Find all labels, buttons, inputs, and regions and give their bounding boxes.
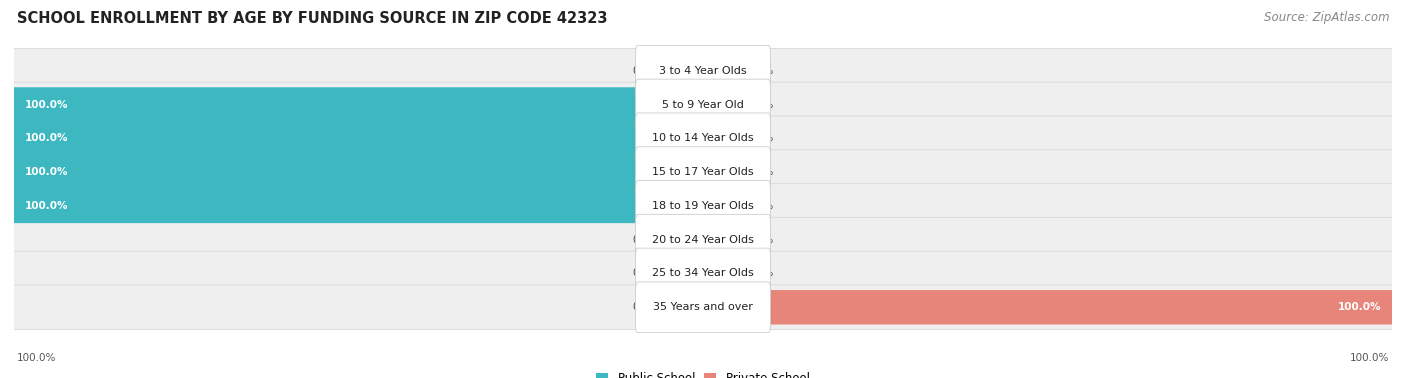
Text: 0.0%: 0.0% [748,201,775,211]
Text: 10 to 14 Year Olds: 10 to 14 Year Olds [652,133,754,143]
Text: 0.0%: 0.0% [748,167,775,177]
FancyBboxPatch shape [13,217,1393,262]
FancyBboxPatch shape [703,226,741,254]
Text: 0.0%: 0.0% [748,66,775,76]
FancyBboxPatch shape [636,113,770,164]
Text: 25 to 34 Year Olds: 25 to 34 Year Olds [652,268,754,279]
FancyBboxPatch shape [13,116,1393,161]
Text: 0.0%: 0.0% [631,66,658,76]
FancyBboxPatch shape [703,124,741,152]
Text: 18 to 19 Year Olds: 18 to 19 Year Olds [652,201,754,211]
Text: Source: ZipAtlas.com: Source: ZipAtlas.com [1264,11,1389,24]
FancyBboxPatch shape [703,260,741,287]
FancyBboxPatch shape [702,290,1393,325]
FancyBboxPatch shape [13,155,704,189]
Text: 0.0%: 0.0% [631,235,658,245]
FancyBboxPatch shape [636,147,770,197]
FancyBboxPatch shape [13,189,704,223]
Text: 15 to 17 Year Olds: 15 to 17 Year Olds [652,167,754,177]
FancyBboxPatch shape [13,87,704,122]
Text: 100.0%: 100.0% [24,99,67,110]
Text: 0.0%: 0.0% [631,268,658,279]
Text: 0.0%: 0.0% [631,302,658,312]
Text: 0.0%: 0.0% [748,133,775,143]
Text: 100.0%: 100.0% [1339,302,1382,312]
FancyBboxPatch shape [13,121,704,155]
FancyBboxPatch shape [665,57,703,85]
Text: 100.0%: 100.0% [24,167,67,177]
Text: 100.0%: 100.0% [17,353,56,363]
FancyBboxPatch shape [636,282,770,333]
Text: 5 to 9 Year Old: 5 to 9 Year Old [662,99,744,110]
FancyBboxPatch shape [665,293,703,321]
FancyBboxPatch shape [703,91,741,118]
Text: 100.0%: 100.0% [24,133,67,143]
FancyBboxPatch shape [13,184,1393,228]
Text: 100.0%: 100.0% [24,201,67,211]
FancyBboxPatch shape [703,192,741,220]
FancyBboxPatch shape [13,48,1393,93]
FancyBboxPatch shape [636,214,770,265]
FancyBboxPatch shape [13,150,1393,194]
FancyBboxPatch shape [13,285,1393,330]
Text: 3 to 4 Year Olds: 3 to 4 Year Olds [659,66,747,76]
Text: 100.0%: 100.0% [1350,353,1389,363]
FancyBboxPatch shape [665,260,703,287]
Text: 0.0%: 0.0% [748,99,775,110]
FancyBboxPatch shape [13,251,1393,296]
FancyBboxPatch shape [13,82,1393,127]
FancyBboxPatch shape [636,248,770,299]
FancyBboxPatch shape [665,226,703,254]
FancyBboxPatch shape [636,181,770,231]
FancyBboxPatch shape [636,79,770,130]
FancyBboxPatch shape [703,57,741,85]
Text: 20 to 24 Year Olds: 20 to 24 Year Olds [652,235,754,245]
Legend: Public School, Private School: Public School, Private School [592,367,814,378]
FancyBboxPatch shape [636,45,770,96]
Text: 0.0%: 0.0% [748,235,775,245]
Text: 35 Years and over: 35 Years and over [652,302,754,312]
Text: SCHOOL ENROLLMENT BY AGE BY FUNDING SOURCE IN ZIP CODE 42323: SCHOOL ENROLLMENT BY AGE BY FUNDING SOUR… [17,11,607,26]
FancyBboxPatch shape [703,158,741,186]
Text: 0.0%: 0.0% [748,268,775,279]
